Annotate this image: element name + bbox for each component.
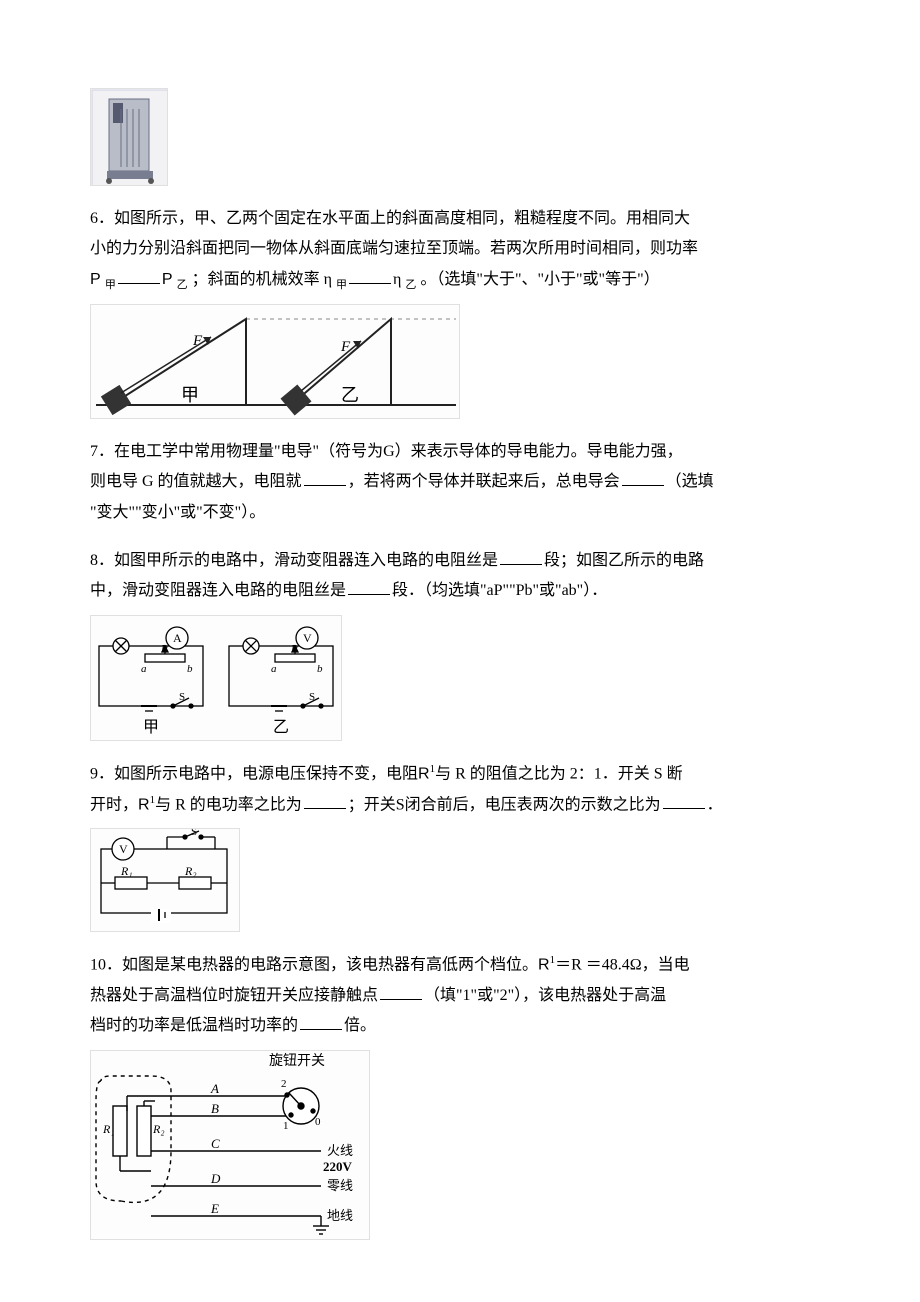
svg-text:a: a xyxy=(271,663,277,675)
svg-text:2: 2 xyxy=(281,1078,287,1090)
svg-text:A: A xyxy=(210,1081,219,1096)
q7: 7．在电工学中常用物理量"电导"（符号为G）来表示导体的导电能力。导电能力强， … xyxy=(90,437,830,528)
svg-text:零线: 零线 xyxy=(327,1178,353,1193)
heater-icon xyxy=(90,88,168,186)
svg-text:a: a xyxy=(141,663,147,675)
circuit-diagram-9: V S R₁ R₂ xyxy=(90,828,240,932)
svg-text:D: D xyxy=(210,1171,221,1186)
q10-line2: 热器处于高温档位时旋钮开关应接静触点（填"1"或"2"），该电热器处于高温 xyxy=(90,981,830,1011)
q7-line2: 则电导 G 的值就越大，电阻就，若将两个导体并联起来后，总电导会（选填 xyxy=(90,467,830,497)
q8-line2: 中，滑动变阻器连入电路的电阻丝是段．（均选填"aP""Pb"或"ab"）． xyxy=(90,576,830,606)
blank xyxy=(663,793,705,809)
svg-text:F: F xyxy=(192,333,203,349)
svg-text:A: A xyxy=(173,631,182,645)
svg-text:S: S xyxy=(179,691,185,703)
svg-text:F: F xyxy=(340,339,351,355)
svg-text:甲: 甲 xyxy=(181,385,199,405)
blank xyxy=(500,549,542,565)
svg-text:V: V xyxy=(303,631,312,645)
svg-text:1: 1 xyxy=(283,1120,289,1132)
q5-figure-block xyxy=(90,88,830,186)
blank xyxy=(300,1014,342,1030)
q10-line3: 档时的功率是低温档时功率的倍。 xyxy=(90,1011,830,1041)
svg-text:乙: 乙 xyxy=(273,719,289,736)
q9: 9．如图所示电路中，电源电压保持不变，电阻R1与 R 的阻值之比为 2：1．开关… xyxy=(90,759,830,932)
svg-text:R₂: R₂ xyxy=(184,864,197,878)
svg-text:R₂: R₂ xyxy=(152,1122,165,1136)
q9-line1: 9．如图所示电路中，电源电压保持不变，电阻R1与 R 的阻值之比为 2：1．开关… xyxy=(90,759,830,790)
svg-text:火线: 火线 xyxy=(327,1143,353,1158)
q9-line2: 开时，R1与 R 的电功率之比为；开关S闭合前后，电压表两次的示数之比为． xyxy=(90,790,830,821)
svg-text:S: S xyxy=(309,691,315,703)
q7-line1: 7．在电工学中常用物理量"电导"（符号为G）来表示导体的导电能力。导电能力强， xyxy=(90,437,830,467)
svg-text:0: 0 xyxy=(315,1116,321,1128)
svg-text:220V: 220V xyxy=(323,1159,353,1174)
blank xyxy=(118,268,160,284)
q7-line3: "变大""变小"或"不变"）。 xyxy=(90,498,830,528)
blank xyxy=(380,984,422,1000)
svg-text:S: S xyxy=(191,828,197,838)
q6-line1: 6．如图所示，甲、乙两个固定在水平面上的斜面高度相同，粗糙程度不同。用相同大 xyxy=(90,204,830,234)
q6: 6．如图所示，甲、乙两个固定在水平面上的斜面高度相同，粗糙程度不同。用相同大 小… xyxy=(90,204,830,419)
q6-line3: P 甲P 乙 ；斜面的机械效率 η 甲η 乙 。（选填"大于"、"小于"或"等于… xyxy=(90,265,830,296)
svg-text:V: V xyxy=(119,842,128,856)
blank xyxy=(348,579,390,595)
q6-line2: 小的力分别沿斜面把同一物体从斜面底端匀速拉至顶端。若两次所用时间相同，则功率 xyxy=(90,234,830,264)
circuit-diagram-10: 旋钮开关 2 1 0 A B C D E R₁ R₂ 火线 220V 零线 地线 xyxy=(90,1050,370,1240)
q10-line1: 10．如图是某电热器的电路示意图，该电热器有高低两个档位。R1＝R ＝48.4Ω… xyxy=(90,950,830,981)
svg-text:甲: 甲 xyxy=(143,719,159,736)
svg-text:旋钮开关: 旋钮开关 xyxy=(269,1053,325,1069)
blank xyxy=(622,470,664,486)
svg-text:乙: 乙 xyxy=(341,385,359,405)
circuit-diagram-8: A P a b S 甲 V P a b S 乙 xyxy=(90,615,342,741)
svg-text:B: B xyxy=(211,1101,219,1116)
svg-text:P: P xyxy=(290,643,298,655)
blank xyxy=(304,470,346,486)
svg-text:b: b xyxy=(317,663,323,675)
svg-text:b: b xyxy=(187,663,193,675)
blank xyxy=(304,793,346,809)
svg-text:地线: 地线 xyxy=(327,1208,353,1223)
svg-text:E: E xyxy=(210,1201,219,1216)
svg-text:P: P xyxy=(160,643,168,655)
svg-text:R₁: R₁ xyxy=(102,1122,115,1136)
svg-text:R₁: R₁ xyxy=(120,864,133,878)
incline-diagram: F 甲 F 乙 xyxy=(90,304,460,419)
blank xyxy=(349,268,391,284)
q10: 10．如图是某电热器的电路示意图，该电热器有高低两个档位。R1＝R ＝48.4Ω… xyxy=(90,950,830,1240)
svg-text:C: C xyxy=(211,1136,220,1151)
q8-line1: 8．如图甲所示的电路中，滑动变阻器连入电路的电阻丝是段；如图乙所示的电路 xyxy=(90,546,830,576)
q8: 8．如图甲所示的电路中，滑动变阻器连入电路的电阻丝是段；如图乙所示的电路 中，滑… xyxy=(90,546,830,741)
